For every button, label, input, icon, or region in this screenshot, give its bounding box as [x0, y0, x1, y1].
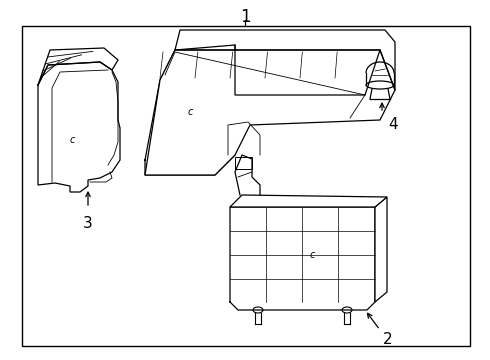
Polygon shape — [230, 195, 387, 207]
Bar — [22, 26, 470, 346]
Text: 2: 2 — [383, 332, 392, 347]
Text: 1: 1 — [240, 8, 250, 26]
Text: c: c — [69, 135, 74, 145]
Polygon shape — [38, 62, 120, 192]
Text: 3: 3 — [83, 216, 93, 231]
Polygon shape — [375, 197, 387, 302]
Text: c: c — [309, 250, 315, 260]
Text: 4: 4 — [388, 117, 397, 132]
Text: c: c — [187, 107, 193, 117]
Polygon shape — [145, 50, 395, 175]
